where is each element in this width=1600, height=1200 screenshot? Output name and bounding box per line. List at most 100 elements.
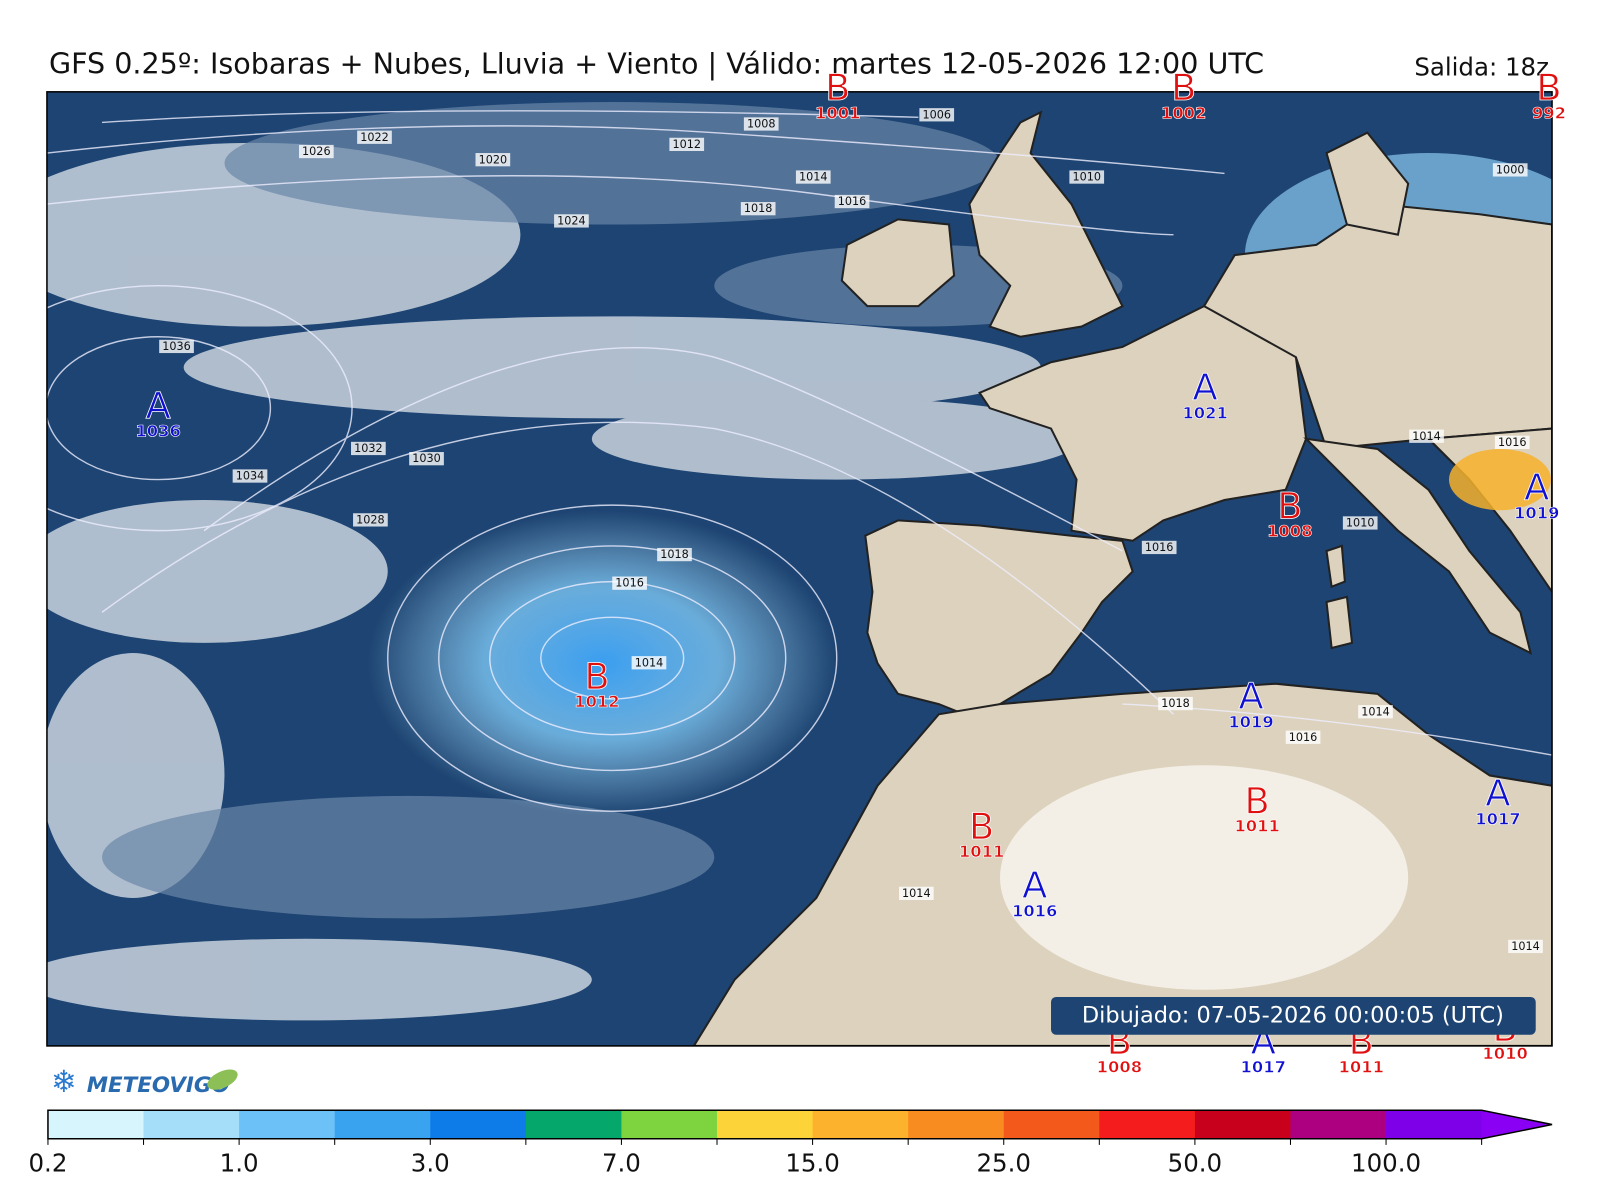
isobar-label: 1014 [1361, 705, 1390, 718]
isobar-label: 1016 [1498, 436, 1527, 449]
isobar-label: 1016 [615, 577, 644, 590]
isobar-label: 1030 [412, 452, 441, 465]
center-letter: B [584, 655, 609, 698]
isobar-label: 1034 [236, 470, 265, 483]
isobar-label: 1008 [747, 118, 776, 131]
center-letter: A [1485, 772, 1510, 815]
center-value: 1019 [1228, 713, 1273, 732]
center-value: 1012 [574, 692, 619, 711]
logo-text: METEOVIGO [87, 1073, 230, 1098]
center-value: 1001 [815, 103, 860, 122]
isobar-label: 1014 [1412, 430, 1441, 443]
colorbar-tick-label: 3.0 [411, 1148, 450, 1177]
logo-leaf [207, 1069, 238, 1090]
colorbar-outline [47, 1109, 1553, 1140]
isobar-label: 1026 [302, 145, 331, 158]
center-value: 1017 [1475, 809, 1520, 828]
colorbar-tick-label: 7.0 [602, 1148, 641, 1177]
isobar-label-bg [357, 130, 392, 144]
isobar-label-bg [1508, 939, 1543, 954]
center-letter: A [1193, 366, 1218, 409]
center-letter: B [1245, 779, 1270, 822]
isobar-label: 1018 [744, 202, 773, 215]
isobar-label-bg [834, 194, 870, 209]
isobar-label-bg [1069, 170, 1105, 184]
colorbar-segment [143, 1110, 240, 1139]
isobar-label-bg [898, 886, 934, 900]
colorbar-tick-label: 50.0 [1168, 1148, 1222, 1177]
center-value: 1016 [1012, 901, 1057, 920]
colorbar-extension [1481, 1110, 1553, 1139]
colorbar-segment [239, 1110, 336, 1139]
colorbar-tick-label: 0.2 [28, 1148, 67, 1177]
center-value: 1019 [1514, 503, 1559, 522]
isobar-label: 1022 [360, 131, 389, 144]
isobar-label-bg [1285, 730, 1321, 744]
center-letter: B [825, 66, 850, 109]
colorbar-tick-label: 25.0 [976, 1148, 1030, 1177]
isobar-label: 1014 [635, 656, 664, 669]
center-letter: A [1022, 864, 1047, 907]
center-value: 992 [1532, 103, 1566, 122]
run-label: Salida: 18z [1414, 53, 1549, 82]
colorbar-segment [1290, 1110, 1387, 1139]
center-value: 1011 [959, 842, 1004, 861]
center-value: 1017 [1241, 1057, 1286, 1076]
isobar-label-bg [1358, 705, 1393, 719]
isobar-label-bg [159, 339, 194, 354]
isobar-label: 1018 [660, 548, 689, 561]
isobar-label: 1032 [354, 442, 383, 455]
center-letter: B [1171, 66, 1196, 109]
labels: A1036B1012A1021B1008A1019A1019B1011A1016… [135, 66, 1566, 1077]
isobar-label-bg [1494, 435, 1530, 449]
center-value: 1002 [1161, 103, 1206, 122]
isobar-label-bg [351, 441, 386, 456]
isobar-label: 1016 [1145, 541, 1174, 554]
isobar-label: 1006 [922, 108, 951, 121]
center-value: 1021 [1182, 403, 1227, 422]
colorbar-segment [812, 1110, 909, 1139]
isobar-label-bg [554, 214, 589, 228]
center-letter: A [1238, 675, 1263, 718]
isobar-label: 1014 [1511, 940, 1540, 953]
isobar-label-bg [1409, 429, 1444, 443]
colorbar-segment [525, 1110, 622, 1139]
center-value: 1011 [1339, 1057, 1384, 1076]
isobar-label: 1028 [356, 513, 385, 526]
center-value: 1010 [1482, 1044, 1527, 1063]
isobar-label: 1016 [838, 195, 867, 208]
isobar-label: 1036 [162, 340, 191, 353]
isobar-label-bg [743, 117, 779, 131]
colorbar-segment [1003, 1110, 1100, 1139]
colorbar-segment [47, 1110, 145, 1139]
center-value: 1008 [1097, 1057, 1142, 1076]
colorbar-segment [1194, 1110, 1291, 1139]
drawn-label: Dibujado: 07-05-2026 00:00:05 (UTC) [1082, 1002, 1504, 1028]
isobar-label-bg [1492, 163, 1528, 177]
center-letter: B [1536, 66, 1561, 109]
isobar-label: 1016 [1289, 731, 1318, 744]
isobar-label-bg [669, 137, 705, 152]
drawn-box [1051, 996, 1536, 1035]
colorbar-segment [717, 1110, 814, 1139]
colorbar-segment [430, 1110, 527, 1139]
isobar-label-bg [657, 547, 692, 562]
center-value: 1008 [1267, 522, 1312, 541]
isobar-label-bg [919, 108, 955, 122]
isobar-label: 1010 [1346, 517, 1375, 530]
isobar-label: 1012 [672, 138, 701, 151]
logo-icon: ❄ [51, 1065, 77, 1100]
map-title: GFS 0.25º: Isobaras + Nubes, Lluvia + Vi… [49, 46, 1264, 80]
center-value: 1036 [135, 422, 180, 441]
colorbar: 0.2 1.0 3.0 7.0 15.0 25.0 50.0 100.0 [28, 1109, 1553, 1177]
isobar-label-bg [353, 513, 388, 527]
colorbar-segment [621, 1110, 718, 1139]
center-letter: B [1277, 484, 1302, 527]
isobar-label: 1014 [799, 171, 828, 184]
colorbar-tick-label: 100.0 [1351, 1148, 1421, 1177]
isobar-label: 1010 [1072, 171, 1101, 184]
colorbar-tick-label: 15.0 [785, 1148, 839, 1177]
isobar-label-bg [298, 144, 334, 159]
center-value: 1011 [1234, 817, 1279, 836]
